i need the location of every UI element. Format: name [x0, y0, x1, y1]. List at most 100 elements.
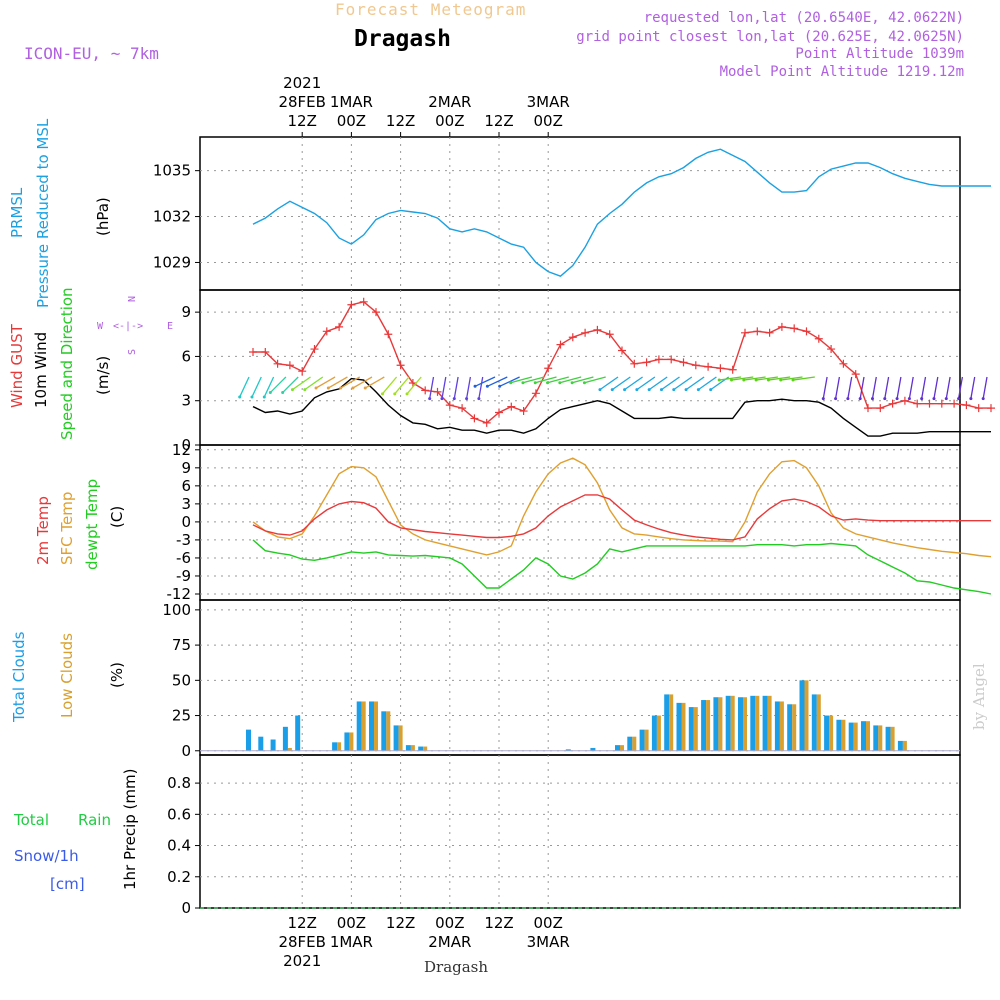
total-cloud-bar: [885, 726, 891, 751]
wind-direction-arrow: [661, 376, 680, 391]
gust-marker: [458, 404, 467, 413]
wind-direction-arrow: [921, 376, 927, 399]
wind-direction-arrow: [251, 376, 262, 398]
low-cloud-bar: [866, 721, 870, 751]
wind-direction-arrow: [673, 376, 693, 391]
wind-direction-arrow: [933, 376, 939, 399]
total-cloud-bar: [676, 702, 682, 751]
wind-arrow-head: [314, 386, 318, 390]
y-tick-label: 0: [181, 899, 191, 917]
wind-direction-arrow: [731, 376, 754, 381]
wind-direction-arrow: [522, 376, 545, 384]
precip-total-label: Total: [13, 811, 49, 829]
gust-marker: [704, 362, 713, 371]
wind-direction-arrow: [328, 376, 348, 389]
total-cloud-bar: [405, 745, 411, 751]
gust-marker: [384, 330, 393, 339]
y-tick-label: 25: [172, 707, 191, 725]
wind-arrow-head: [659, 388, 663, 392]
total-cloud-bar: [627, 736, 633, 751]
wind-direction-arrow: [453, 376, 459, 399]
compass-north: N: [127, 296, 138, 302]
wind-arrow-head: [262, 395, 266, 399]
total-cloud-bar: [651, 715, 657, 751]
total-cloud-bar: [369, 701, 374, 751]
wind-gust-label: Wind GUST: [8, 323, 26, 408]
wind-arrow-head: [250, 395, 254, 399]
wind-direction-arrow: [364, 376, 385, 389]
low-cloud-bar: [816, 694, 821, 751]
low-cloud-bar: [743, 697, 747, 751]
temp-dewpoint-label: dewpt Temp: [83, 479, 101, 570]
y-tick-label: 50: [172, 671, 191, 689]
wind-arrow-head: [598, 388, 602, 392]
low-cloud-bar: [878, 725, 883, 751]
low-clouds-label: Low Clouds: [58, 633, 76, 718]
wind-arrow-head: [858, 397, 862, 401]
wind-arrow-head: [672, 388, 676, 392]
y-tick-label: -9: [176, 567, 191, 585]
gust-marker: [445, 401, 454, 410]
time-label-bottom: 00Z: [534, 914, 563, 932]
low-cloud-bar: [287, 747, 292, 751]
wind-arrow-head: [428, 397, 432, 401]
gust-marker: [691, 361, 700, 370]
gust-marker: [507, 402, 516, 411]
total-cloud-bar: [725, 695, 731, 751]
wind-speed-direction-label: Speed and Direction: [58, 287, 76, 440]
wind-direction-arrow: [884, 376, 890, 399]
low-cloud-bar: [804, 680, 809, 751]
wind-arrow-head: [932, 397, 936, 401]
wind-direction-arrow: [406, 376, 422, 395]
wind-arrow-head: [290, 388, 294, 392]
gust-marker: [372, 308, 380, 317]
time-label-bottom: 2021: [283, 952, 321, 970]
pressure-label-prmsl: PRMSL: [8, 187, 26, 238]
wind-direction-arrow: [292, 376, 311, 391]
y-tick-label: 0.2: [167, 868, 191, 886]
gust-marker: [851, 370, 860, 379]
total-cloud-bar: [897, 740, 903, 751]
time-label-bottom: 2MAR: [428, 933, 471, 951]
precip-unit-label: 1hr Precip (mm): [121, 769, 139, 890]
wind-direction-arrow: [239, 376, 250, 398]
wind-arrow-head: [546, 381, 550, 385]
wind-arrow-head: [485, 384, 489, 388]
time-label-top: 3MAR: [527, 93, 570, 111]
y-tick-label: 0: [181, 513, 191, 531]
gust-marker: [310, 345, 319, 354]
gust-marker: [839, 359, 848, 368]
wind-direction-arrow: [269, 376, 287, 394]
low-cloud-bar: [792, 704, 797, 751]
pressure-unit-label: (hPa): [94, 197, 112, 236]
gust-marker: [273, 359, 282, 368]
gust-marker: [753, 327, 762, 336]
wind-direction-arrow: [584, 376, 606, 384]
wind-direction-arrow: [768, 376, 791, 381]
gust-marker: [716, 364, 725, 373]
time-label-top: 00Z: [534, 112, 563, 130]
wind-direction-arrow: [908, 376, 914, 399]
total-cloud-bar: [565, 749, 571, 751]
gust-marker: [285, 361, 294, 370]
wind-direction-arrow: [304, 376, 324, 391]
gust-marker: [888, 399, 897, 408]
super-title: Forecast Meteogram: [335, 0, 527, 19]
y-tick-label: 6: [181, 477, 191, 495]
pressure-label-full: Pressure Reduced to MSL: [34, 118, 52, 308]
wind-direction-arrow: [822, 376, 828, 399]
wind-arrow-head: [623, 388, 627, 392]
panel-frame: [199, 289, 961, 446]
total-cloud-bar: [356, 701, 362, 751]
total-cloud-bar: [799, 680, 805, 751]
credit-watermark: by Angel: [970, 663, 988, 730]
low-cloud-bar: [890, 726, 895, 751]
total-clouds-label: Total Clouds: [10, 631, 28, 723]
wind-arrow-head: [981, 397, 985, 401]
precip-cm-label: [cm]: [50, 875, 85, 893]
wind-direction-arrow: [945, 376, 951, 399]
y-tick-label: 9: [181, 459, 191, 477]
gust-marker: [544, 364, 553, 373]
gust-marker: [495, 408, 503, 417]
